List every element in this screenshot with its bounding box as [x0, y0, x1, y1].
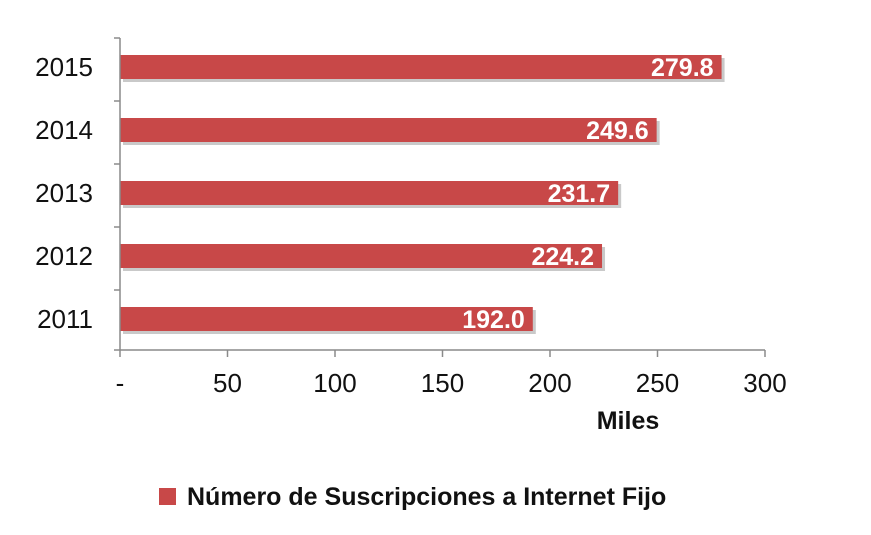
category-label: 2012 [35, 241, 93, 271]
x-tick-label: 250 [636, 368, 679, 398]
bar [120, 118, 657, 142]
bar [120, 55, 722, 79]
data-label: 224.2 [531, 243, 594, 271]
bars-layer [120, 55, 725, 334]
x-tick-label: 150 [421, 368, 464, 398]
data-label: 249.6 [586, 117, 649, 145]
category-label: 2013 [35, 178, 93, 208]
x-axis [114, 37, 766, 357]
data-label: 231.7 [548, 180, 611, 208]
x-axis-title: Miles [597, 407, 660, 435]
legend-label: Número de Suscripciones a Internet Fijo [187, 483, 666, 511]
legend: Número de Suscripciones a Internet Fijo [159, 483, 666, 511]
category-label: 2015 [35, 52, 93, 82]
x-tick-label: 300 [743, 368, 786, 398]
data-label: 192.0 [462, 306, 525, 334]
bar [120, 307, 533, 331]
x-tick-label: 200 [528, 368, 571, 398]
labels-layer: - 50 100 150 200 250 300 2015 279.8 2014 249.6 2013… [35, 52, 787, 398]
x-tick-label: 50 [213, 368, 242, 398]
category-label: 2011 [37, 304, 93, 334]
x-tick-label: - [116, 368, 125, 398]
legend-swatch [159, 488, 176, 505]
data-label: 279.8 [651, 54, 714, 82]
bar [120, 181, 619, 205]
category-label: 2014 [35, 115, 93, 145]
x-tick-label: 100 [313, 368, 356, 398]
bar [120, 244, 603, 268]
